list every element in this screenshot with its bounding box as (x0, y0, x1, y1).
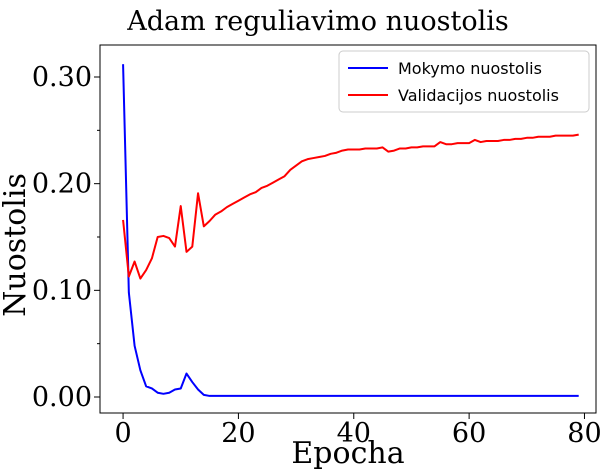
y-tick-label: 0.20 (32, 169, 92, 200)
y-tick-label: 0.00 (32, 382, 92, 413)
x-tick-label: 40 (337, 418, 371, 449)
plot-area: 0 20 40 60 80 0.00 0.10 0.20 0.30 (32, 44, 602, 449)
y-axis-label: Nuostolis (0, 173, 33, 317)
x-tick-label: 80 (567, 418, 601, 449)
legend-box (338, 50, 590, 113)
y-tick-label: 0.30 (32, 62, 92, 93)
x-tick-label: 0 (114, 418, 131, 449)
series-line-1 (122, 133, 579, 280)
x-axis-label: Epocha (291, 436, 404, 471)
legend-label-validacijos: Validacijos nuostolis (398, 86, 559, 105)
y-tick-label: 0.10 (32, 275, 92, 306)
y-axis: 0.00 0.10 0.20 0.30 (32, 62, 100, 413)
x-axis: 0 20 40 60 80 (114, 413, 602, 449)
series-line-0 (122, 64, 579, 397)
series-lines (122, 64, 579, 397)
legend: Mokymo nuostolis Validacijos nuostolis (338, 50, 590, 113)
chart-title: Adam reguliavimo nuostolis (126, 6, 508, 37)
x-tick-label: 60 (452, 418, 486, 449)
legend-label-mokymo: Mokymo nuostolis (398, 59, 542, 78)
x-tick-label: 20 (221, 418, 255, 449)
plot-frame (99, 44, 597, 414)
